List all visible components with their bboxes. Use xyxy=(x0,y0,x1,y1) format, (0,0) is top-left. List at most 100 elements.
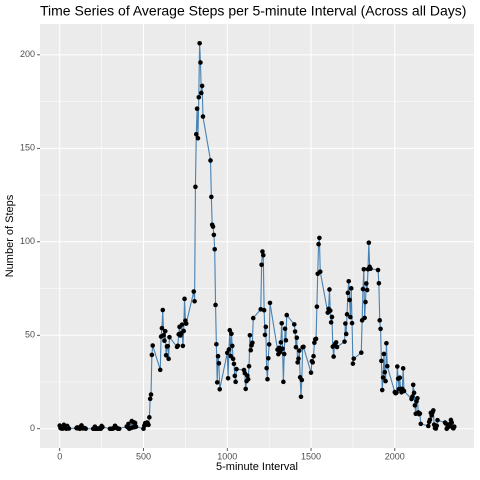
data-point xyxy=(316,241,321,247)
data-point xyxy=(415,395,420,401)
data-point xyxy=(209,194,214,200)
data-point xyxy=(358,350,364,355)
y-tick-label: 50 xyxy=(25,330,35,340)
y-tick-label: 0 xyxy=(30,423,35,433)
data-point xyxy=(343,321,348,326)
data-point xyxy=(278,340,284,345)
data-point xyxy=(400,366,406,371)
data-point xyxy=(266,342,272,347)
data-point xyxy=(348,286,354,291)
data-point xyxy=(328,320,334,325)
data-point xyxy=(348,314,353,320)
data-point xyxy=(331,354,336,359)
data-point xyxy=(281,379,286,385)
data-point xyxy=(265,376,270,382)
data-point xyxy=(213,302,218,308)
data-point xyxy=(292,329,298,334)
data-point xyxy=(66,426,72,431)
data-point xyxy=(295,360,300,365)
data-point xyxy=(317,235,322,241)
data-point xyxy=(380,375,386,380)
data-point xyxy=(245,373,250,378)
data-point xyxy=(263,324,269,330)
data-point xyxy=(194,106,200,111)
data-point xyxy=(208,158,213,163)
data-point xyxy=(167,334,172,340)
data-point xyxy=(345,290,351,296)
x-tick-label: 2000 xyxy=(385,451,405,461)
data-point xyxy=(282,326,288,332)
data-point xyxy=(333,340,339,345)
data-point xyxy=(384,363,390,369)
data-point xyxy=(427,417,433,423)
data-point xyxy=(181,328,187,334)
data-point xyxy=(434,423,439,429)
data-point xyxy=(214,380,220,385)
data-point xyxy=(329,314,335,320)
data-point xyxy=(157,367,163,373)
data-point xyxy=(233,379,238,385)
data-point xyxy=(308,370,314,375)
data-point xyxy=(384,341,389,346)
data-point xyxy=(192,298,197,304)
data-point xyxy=(350,361,356,366)
data-point xyxy=(116,426,122,432)
data-point xyxy=(383,378,388,384)
data-point xyxy=(311,353,316,359)
x-tick-label: 1000 xyxy=(217,451,237,461)
data-point xyxy=(226,347,232,352)
data-point xyxy=(364,281,369,286)
data-point xyxy=(351,356,357,361)
data-point xyxy=(147,415,152,420)
data-point xyxy=(248,347,254,353)
data-point xyxy=(301,344,306,350)
data-point xyxy=(200,114,206,119)
data-point xyxy=(277,349,283,355)
data-point xyxy=(245,376,251,382)
data-point xyxy=(343,331,349,337)
data-point xyxy=(146,422,151,428)
data-point xyxy=(148,392,154,397)
y-tick-label: 200 xyxy=(20,49,35,59)
data-point xyxy=(196,94,202,100)
data-point xyxy=(225,375,231,381)
x-tick-label: 1500 xyxy=(301,451,321,461)
data-point xyxy=(435,417,440,423)
data-point xyxy=(183,321,189,326)
data-point xyxy=(283,338,289,343)
data-point xyxy=(214,341,219,347)
data-point xyxy=(379,358,384,364)
data-point xyxy=(166,356,171,362)
data-point xyxy=(198,90,204,96)
data-point xyxy=(362,315,367,321)
data-point xyxy=(163,352,169,358)
data-point xyxy=(193,184,198,190)
data-point xyxy=(411,390,417,396)
data-point xyxy=(449,420,455,425)
data-point xyxy=(159,325,165,331)
data-point xyxy=(100,424,105,430)
data-point xyxy=(217,386,223,392)
data-point xyxy=(291,322,297,327)
data-point xyxy=(397,375,403,381)
data-point xyxy=(298,394,304,400)
data-point xyxy=(267,300,273,306)
data-point xyxy=(260,249,265,254)
data-point xyxy=(227,327,233,333)
data-point xyxy=(346,278,352,284)
data-point xyxy=(410,382,416,388)
data-point xyxy=(297,348,302,353)
data-point xyxy=(191,289,197,294)
chart-title: Time Series of Average Steps per 5-minut… xyxy=(40,3,466,19)
data-point xyxy=(344,312,350,317)
x-tick-label: 0 xyxy=(57,451,62,461)
data-point xyxy=(375,267,381,273)
data-point xyxy=(83,426,88,432)
data-point xyxy=(264,365,269,371)
data-point xyxy=(126,421,131,427)
data-point xyxy=(418,421,424,427)
y-axis-title: Number of Steps xyxy=(4,194,16,277)
data-point xyxy=(417,411,423,416)
data-point xyxy=(229,343,235,349)
